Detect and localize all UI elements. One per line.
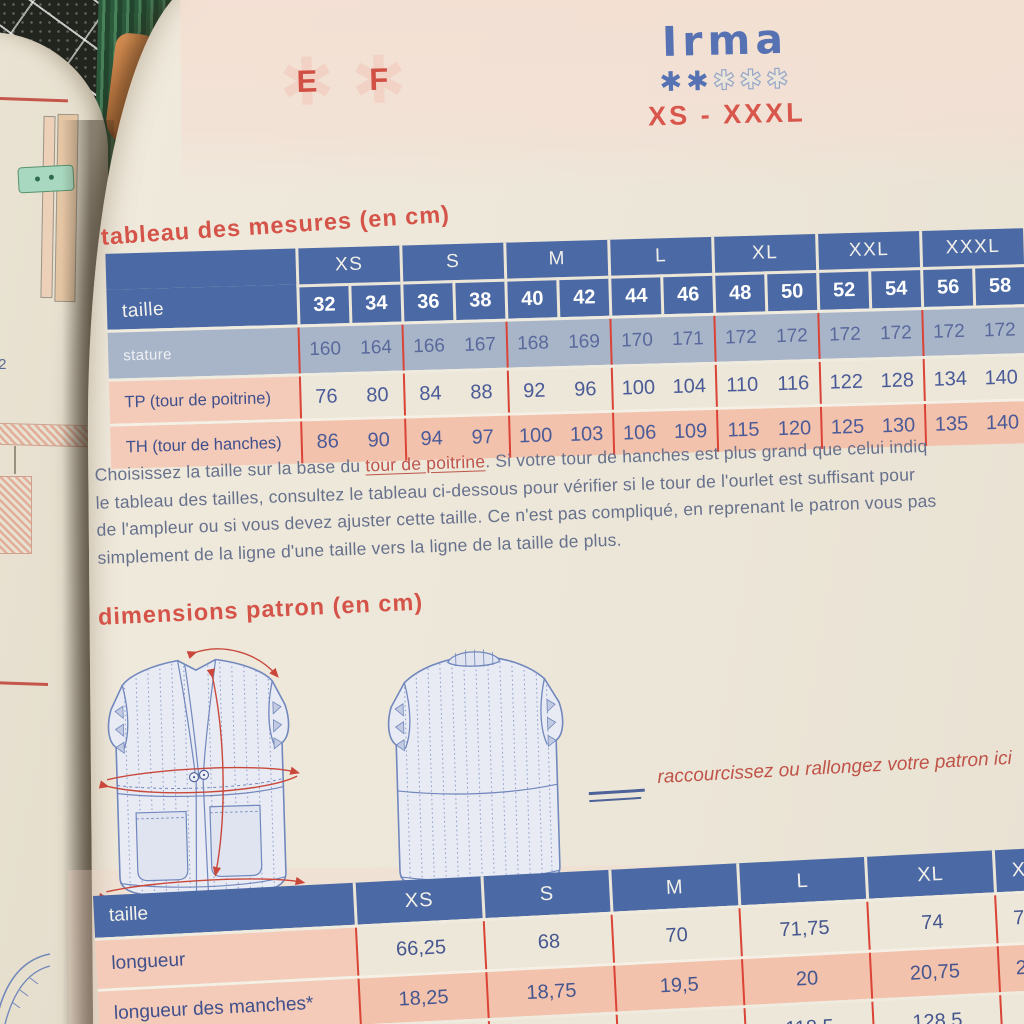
partial-cell: 118,5 <box>743 1001 874 1024</box>
taille-cell: 54 <box>868 267 922 309</box>
partial-cell <box>999 988 1024 1024</box>
pattern-size-cell: L <box>736 856 867 906</box>
length-cell: 70 <box>610 908 741 963</box>
pattern-letter-e-badge: ✱ E <box>276 42 338 120</box>
stature-cell: 172 <box>713 314 767 362</box>
size-group-cell: XL <box>711 233 817 273</box>
chest-row-label: TP (tour de poitrine) <box>108 376 301 424</box>
dimensions-heading: dimensions patron (en cm) <box>97 588 424 630</box>
sleeve-length-cell: 2 <box>996 939 1024 993</box>
chest-cell: 96 <box>573 377 597 401</box>
taille-cell: 38 <box>452 278 506 321</box>
legend-text: raccourcissez ou rallongez votre patron … <box>656 747 1013 788</box>
stature-cell: 170 <box>609 317 663 365</box>
size-group-cell: XXXL <box>919 228 1024 268</box>
stature-cell: 172 <box>775 325 809 348</box>
measures-heading: tableau des mesures (en cm) <box>100 200 451 250</box>
filled-stars-icon: ✱✱ <box>659 65 714 99</box>
stature-cell: 167 <box>463 333 497 356</box>
length-cell: 68 <box>482 914 614 970</box>
length-cell: 71,75 <box>738 901 869 957</box>
vest-front-illustration <box>98 648 306 905</box>
chest-cell: 76 <box>298 375 353 419</box>
sleeve-length-cell: 19,5 <box>613 959 744 1012</box>
size-group-cell: M <box>503 239 609 279</box>
left-page-note: /2 <box>0 356 7 373</box>
pattern-letter-f-badge: ✱ F <box>348 41 410 119</box>
chest-cell: 116 <box>777 371 810 395</box>
size-group-cell: XS <box>295 245 401 285</box>
pattern-size-cell: XS <box>352 876 483 925</box>
stature-cell: 169 <box>567 331 601 353</box>
measurements-table: XS S M L XL XXL XXXL taille 32 34 36 38 … <box>105 228 1024 469</box>
tour-de-poitrine-reference: tour de poitrine <box>364 451 486 476</box>
pattern-title: Irma <box>661 14 789 67</box>
taille-cell: 58 <box>972 264 1024 306</box>
taille-cell: 50 <box>764 269 818 312</box>
pattern-size-cell: S <box>480 869 611 919</box>
outline-stars-icon: ✱✱✱ <box>712 63 794 97</box>
length-cell: 66,25 <box>354 921 486 976</box>
lengthen-shorten-icon <box>588 788 646 808</box>
partial-cell: 128,5 <box>871 995 1002 1024</box>
pattern-letter: F <box>368 61 389 98</box>
taille-cell: 46 <box>660 272 714 315</box>
taille-cell: 56 <box>920 265 974 308</box>
chest-cell: 104 <box>672 374 707 398</box>
stature-cell: 160 <box>297 326 351 374</box>
size-group-cell: XXL <box>815 231 921 270</box>
stature-cell: 171 <box>671 328 705 351</box>
stature-cell: 172 <box>817 311 871 359</box>
sleeve-length-cell: 18,75 <box>485 965 616 1019</box>
stature-cell: 172 <box>983 319 1017 342</box>
chest-cell: 88 <box>469 380 493 404</box>
sleeve-length-cell: 20,75 <box>868 946 1000 999</box>
pattern-size-cell: M <box>608 863 739 912</box>
size-group-cell: S <box>399 242 505 282</box>
length-cell: 7 <box>994 888 1024 944</box>
stature-cell: 166 <box>401 323 455 371</box>
chest-cell: 100 <box>610 366 664 410</box>
chest-cell: 134 <box>922 357 976 402</box>
chest-cell: 92 <box>506 369 560 413</box>
pattern-letter-badges: ✱ E ✱ F <box>276 41 410 121</box>
chest-cell: 110 <box>714 363 768 407</box>
pattern-letter: E <box>296 63 318 99</box>
chest-cell: 122 <box>818 360 872 404</box>
taille-cell: 40 <box>504 277 558 319</box>
chest-cell: 140 <box>984 365 1019 389</box>
vest-back-illustration <box>387 649 564 889</box>
stature-cell: 172 <box>879 322 913 345</box>
left-page-sketch <box>0 953 51 1024</box>
pattern-size-cell: X <box>991 843 1024 893</box>
taille-cell: 48 <box>712 271 766 313</box>
pattern-size-cell: XL <box>864 850 994 899</box>
taille-cell: 44 <box>608 274 662 316</box>
sleeve-length-cell: 18,25 <box>357 972 488 1024</box>
taille-cell: 36 <box>400 280 454 322</box>
main-page: ✱ E ✱ F Irma ✱✱✱✱✱ XS - XXXL tableau des… <box>67 0 1024 1024</box>
pattern-title-block: Irma ✱✱✱✱✱ XS - XXXL <box>559 12 892 135</box>
size-group-cell: L <box>607 236 713 276</box>
chest-cell: 128 <box>880 368 915 392</box>
taille-cell: 52 <box>816 268 870 310</box>
taille-cell: 42 <box>556 275 610 318</box>
taille-cell: 34 <box>348 281 402 324</box>
stature-cell: 172 <box>921 308 975 357</box>
taille-cell: 32 <box>296 283 350 325</box>
stature-cell: 168 <box>505 320 559 368</box>
pattern-piece-hatch <box>0 476 32 554</box>
chest-cell: 80 <box>366 383 389 407</box>
stature-cell: 164 <box>359 336 393 359</box>
stature-row-label: stature <box>122 345 173 364</box>
sleeve-length-cell: 20 <box>741 952 872 1006</box>
length-cell: 74 <box>866 895 997 950</box>
chest-cell: 84 <box>402 372 457 416</box>
